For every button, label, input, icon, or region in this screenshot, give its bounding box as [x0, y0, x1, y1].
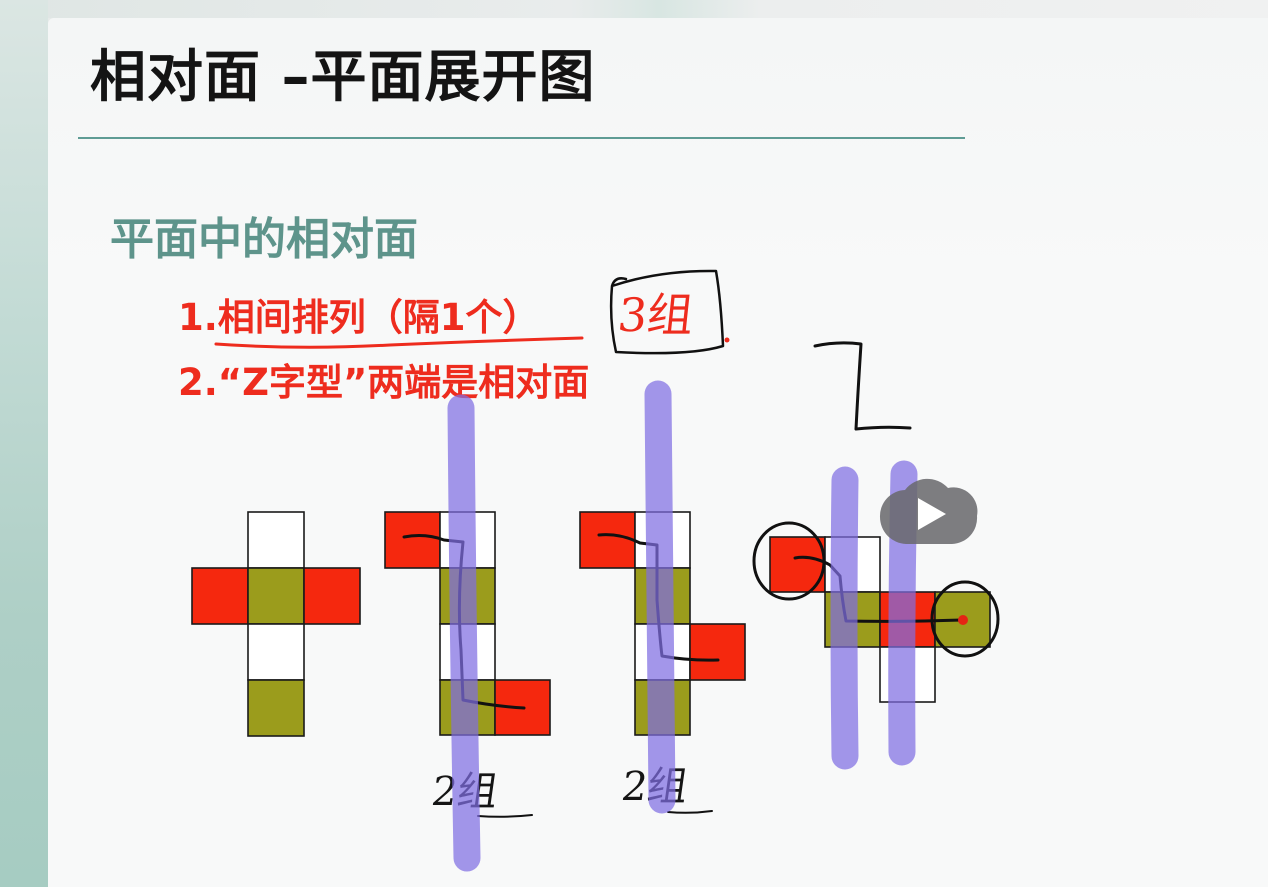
handwritten-2-groups-net3: 2组	[618, 764, 691, 810]
title-divider	[78, 137, 965, 139]
handwritten-3-groups: 3组	[615, 288, 697, 342]
handwritten-2-groups-net2: 2组	[428, 769, 501, 815]
section-heading: 平面中的相对面	[110, 214, 418, 265]
window-left-band	[0, 0, 48, 887]
play-icon	[879, 478, 978, 544]
slide-title: 相对面 –平面展开图	[90, 45, 596, 110]
play-button[interactable]	[878, 472, 980, 548]
rule-item-2: 2.“Z字型”两端是相对面	[178, 361, 590, 404]
slide-background	[48, 18, 1268, 887]
rule-item-1: 1.相间排列（隔1个）	[178, 296, 540, 339]
window-top-band	[0, 0, 1268, 18]
